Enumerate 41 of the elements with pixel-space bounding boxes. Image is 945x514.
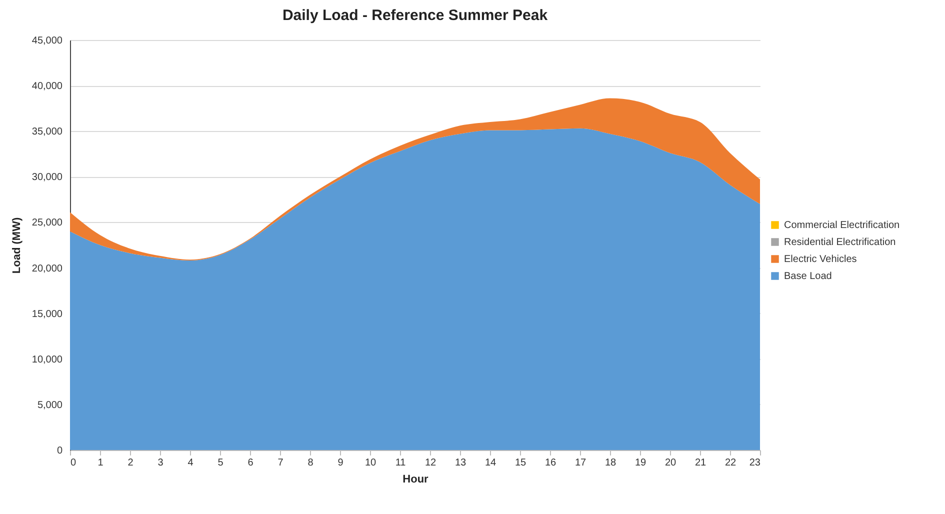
- x-tick-label: 1: [98, 458, 104, 468]
- y-tick-label: 35,000: [32, 126, 63, 138]
- y-tick-label: 40,000: [32, 81, 63, 92]
- x-tick-label: 6: [248, 458, 254, 468]
- x-tick-label: 20: [664, 458, 676, 468]
- x-tick-label: 21: [694, 458, 706, 468]
- x-tick-label: 13: [454, 458, 466, 468]
- x-tick-label: 22: [724, 458, 736, 468]
- y-tick-label: 0: [56, 446, 63, 456]
- x-tick-label: 23: [749, 458, 761, 468]
- x-tick-label: 0: [70, 458, 76, 468]
- x-tick-label: 10: [364, 458, 376, 468]
- y-axis-title: Load (MW): [10, 217, 23, 274]
- x-tick-label: 8: [308, 458, 314, 468]
- legend-label: Base Load: [784, 271, 832, 282]
- x-tick-label: 2: [128, 458, 134, 468]
- x-tick-label: 18: [604, 458, 616, 468]
- x-tick-label: 5: [218, 458, 224, 468]
- x-tick-label: 11: [395, 458, 406, 468]
- x-tick-label: 17: [574, 458, 586, 468]
- x-tick-label: 9: [338, 458, 344, 468]
- y-tick-label: 15,000: [32, 308, 63, 320]
- x-tick-label: 7: [278, 458, 284, 468]
- x-tick-label: 3: [158, 458, 164, 468]
- x-tick-label: 14: [484, 458, 496, 468]
- y-tick-label: 10,000: [32, 354, 63, 366]
- x-tick-label: 4: [188, 458, 194, 468]
- x-tick-label: 16: [544, 458, 556, 468]
- y-tick-label: 45,000: [32, 36, 63, 46]
- x-tick-label: 12: [424, 458, 436, 468]
- legend-label: Electric Vehicles: [784, 254, 857, 265]
- x-tick-label: 15: [514, 458, 526, 468]
- chart-title: Daily Load - Reference Summer Peak: [282, 7, 548, 24]
- legend-label: Commercial Electrification: [784, 220, 900, 231]
- y-tick-label: 5,000: [37, 400, 63, 411]
- y-tick-label: 25,000: [32, 218, 63, 229]
- x-axis-title: Hour: [402, 474, 430, 486]
- y-tick-label: 30,000: [32, 172, 63, 184]
- x-tick-label: 19: [634, 458, 646, 468]
- legend-label: Residential Electrification: [784, 237, 896, 248]
- y-tick-label: 20,000: [32, 263, 63, 274]
